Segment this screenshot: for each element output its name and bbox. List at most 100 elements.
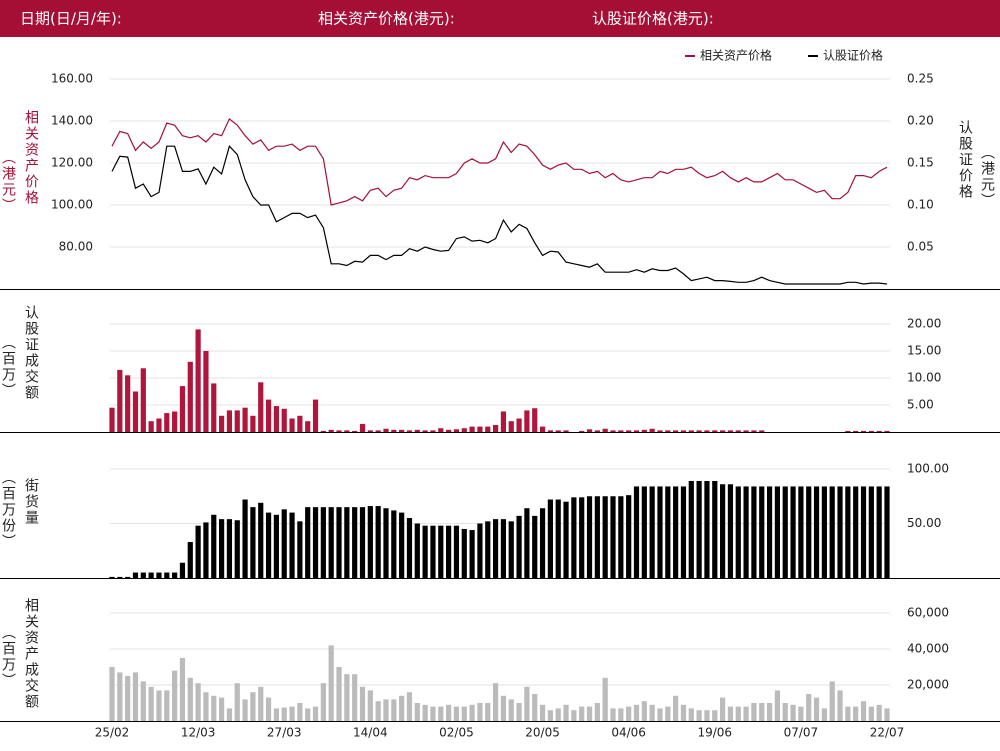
bar — [226, 519, 233, 578]
bar — [516, 418, 522, 432]
bar — [641, 429, 647, 432]
bar — [837, 486, 843, 578]
y-tick-label: 120.00 — [51, 156, 93, 170]
bar — [743, 706, 749, 721]
bar — [297, 703, 303, 721]
y-axis-unit: （百万） — [0, 335, 16, 399]
bar — [359, 507, 366, 578]
bar — [187, 361, 193, 432]
bar — [117, 672, 123, 721]
bar — [226, 708, 233, 721]
bar — [500, 695, 507, 721]
bar — [633, 704, 640, 721]
bar — [806, 486, 812, 578]
bar — [790, 704, 796, 721]
bar — [273, 708, 279, 721]
bar — [250, 692, 256, 721]
bar — [391, 699, 397, 721]
bar — [336, 507, 342, 578]
bar — [673, 695, 679, 721]
bar — [500, 519, 507, 578]
bar — [539, 426, 546, 432]
y-axis-label: 认股证成交额 — [23, 305, 39, 401]
bar — [798, 486, 804, 578]
bar — [187, 542, 193, 578]
bar — [164, 413, 170, 432]
bar — [571, 497, 577, 578]
bar — [218, 697, 225, 721]
bar — [179, 386, 186, 432]
bar — [657, 430, 663, 432]
bar — [399, 695, 405, 721]
bar — [751, 486, 757, 578]
bar — [571, 710, 577, 721]
bar — [140, 681, 146, 721]
bar — [148, 686, 154, 721]
y2-tick-label: 0.15 — [907, 156, 934, 170]
bar — [218, 415, 225, 432]
bar — [626, 495, 632, 578]
bar — [610, 496, 616, 578]
bar — [492, 424, 499, 432]
bar — [751, 703, 757, 721]
bar — [336, 667, 342, 721]
bar — [860, 430, 867, 432]
bar — [610, 430, 616, 432]
bar — [586, 496, 593, 578]
legend-label: 认股证价格 — [823, 48, 883, 63]
bar — [281, 509, 287, 578]
y2-axis-label: 认股证价格 — [957, 120, 973, 200]
bar — [414, 429, 420, 432]
y-tick-label: 100.00 — [907, 462, 949, 476]
bar — [312, 706, 319, 721]
bar — [344, 430, 350, 432]
bar — [524, 410, 530, 432]
bar — [688, 708, 694, 721]
bar — [727, 430, 734, 432]
warrant-label: 认股证价格(港元): — [592, 10, 714, 28]
y-axis-unit: （百万） — [0, 625, 16, 689]
bar — [563, 704, 569, 721]
bar — [164, 572, 170, 578]
bar — [203, 351, 209, 432]
bar — [156, 418, 162, 432]
bar — [375, 701, 381, 721]
y-tick-label: 50.00 — [907, 516, 941, 530]
bar — [735, 706, 741, 721]
bar — [367, 430, 373, 432]
x-tick-label: 04/06 — [611, 726, 646, 740]
bar — [344, 507, 350, 578]
line — [111, 145, 888, 285]
bar — [516, 515, 522, 578]
bar — [438, 706, 444, 721]
bar — [790, 486, 796, 578]
bar — [203, 692, 209, 721]
bar — [391, 429, 397, 432]
x-tick-label: 20/05 — [525, 726, 560, 740]
bar — [735, 486, 741, 578]
bar — [532, 694, 538, 721]
bar — [438, 428, 444, 432]
bar — [453, 525, 460, 578]
bar — [187, 677, 193, 721]
y2-tick-label: 0.20 — [907, 114, 934, 128]
bar — [539, 704, 546, 721]
bar — [132, 672, 139, 721]
bar — [704, 430, 710, 432]
bar — [813, 697, 820, 721]
bar — [477, 703, 483, 721]
bar — [626, 430, 632, 432]
bar — [704, 480, 710, 578]
bar — [720, 484, 726, 578]
bar — [281, 408, 287, 432]
bar — [265, 512, 272, 578]
bar — [265, 399, 272, 432]
bar — [586, 429, 593, 432]
bar — [328, 429, 334, 432]
bar — [649, 486, 655, 578]
bar — [312, 507, 319, 578]
bar — [782, 703, 788, 721]
bar — [140, 572, 146, 578]
x-tick-label: 19/06 — [697, 726, 732, 740]
bar — [884, 486, 890, 578]
